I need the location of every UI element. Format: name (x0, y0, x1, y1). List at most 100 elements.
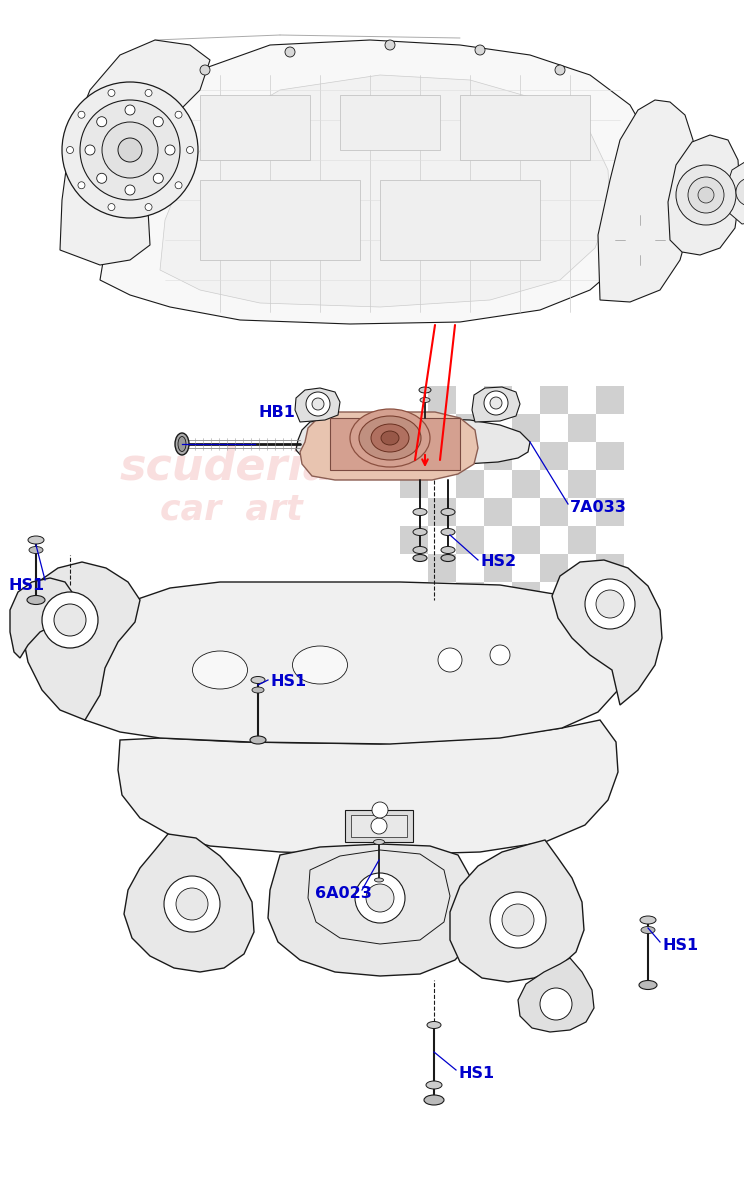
Circle shape (175, 112, 182, 119)
Bar (428, 554, 456, 582)
Circle shape (125, 185, 135, 194)
Circle shape (85, 145, 95, 155)
Bar (540, 386, 568, 414)
Text: scuderia: scuderia (120, 446, 334, 490)
Ellipse shape (250, 736, 266, 744)
Circle shape (490, 646, 510, 665)
Bar (596, 554, 624, 582)
Ellipse shape (373, 840, 385, 845)
Polygon shape (82, 582, 625, 744)
Polygon shape (22, 562, 140, 720)
Circle shape (372, 802, 388, 818)
Polygon shape (268, 844, 478, 976)
Ellipse shape (193, 650, 248, 689)
Ellipse shape (413, 546, 427, 553)
Polygon shape (118, 720, 618, 854)
Bar (540, 498, 568, 526)
Ellipse shape (251, 677, 265, 684)
Circle shape (306, 392, 330, 416)
Circle shape (97, 173, 106, 184)
Ellipse shape (359, 416, 421, 460)
Bar (456, 414, 484, 442)
Bar (456, 526, 484, 554)
Polygon shape (100, 40, 655, 324)
Circle shape (66, 146, 74, 154)
Ellipse shape (413, 528, 427, 535)
Ellipse shape (441, 554, 455, 562)
Text: 6A023: 6A023 (315, 887, 372, 901)
Ellipse shape (424, 1094, 444, 1105)
Circle shape (490, 892, 546, 948)
Circle shape (108, 90, 115, 96)
Polygon shape (295, 388, 340, 422)
Text: HB1: HB1 (258, 404, 295, 420)
Circle shape (200, 65, 210, 74)
Circle shape (688, 176, 724, 214)
Ellipse shape (641, 926, 655, 934)
Bar (400, 414, 428, 442)
Circle shape (153, 116, 163, 127)
Circle shape (125, 104, 135, 115)
Ellipse shape (427, 1021, 441, 1028)
Ellipse shape (350, 409, 430, 467)
Bar (596, 442, 624, 470)
Circle shape (502, 904, 534, 936)
Bar (512, 414, 540, 442)
Circle shape (555, 65, 565, 74)
Circle shape (97, 116, 106, 127)
Bar (456, 582, 484, 610)
Bar (456, 470, 484, 498)
Bar (484, 498, 512, 526)
Polygon shape (308, 850, 450, 944)
Ellipse shape (28, 536, 44, 544)
Ellipse shape (413, 554, 427, 562)
Circle shape (596, 590, 624, 618)
Ellipse shape (27, 595, 45, 605)
Ellipse shape (639, 980, 657, 990)
Bar (400, 526, 428, 554)
Ellipse shape (178, 437, 186, 451)
Bar (568, 526, 596, 554)
Ellipse shape (371, 424, 409, 452)
Bar (380, 180, 540, 260)
Text: 7A033: 7A033 (570, 500, 627, 516)
Ellipse shape (441, 509, 455, 516)
Bar (428, 386, 456, 414)
Ellipse shape (426, 1081, 442, 1090)
Bar (484, 386, 512, 414)
Circle shape (355, 874, 405, 923)
Bar (484, 442, 512, 470)
Ellipse shape (413, 509, 427, 516)
Polygon shape (296, 418, 530, 464)
Circle shape (312, 398, 324, 410)
Polygon shape (598, 100, 695, 302)
Ellipse shape (420, 397, 430, 402)
Ellipse shape (374, 878, 383, 882)
Polygon shape (160, 74, 610, 307)
Bar (428, 442, 456, 470)
Bar (330, 418, 460, 470)
Circle shape (108, 204, 115, 210)
Ellipse shape (252, 686, 264, 692)
Polygon shape (450, 840, 584, 982)
Circle shape (285, 47, 295, 56)
Polygon shape (472, 386, 520, 422)
Ellipse shape (381, 431, 399, 445)
Polygon shape (668, 134, 740, 254)
Circle shape (540, 988, 572, 1020)
Ellipse shape (175, 433, 189, 455)
Bar (345, 810, 413, 842)
Bar (596, 386, 624, 414)
Text: HS1: HS1 (8, 578, 44, 594)
Bar (568, 582, 596, 610)
Circle shape (736, 178, 744, 206)
Bar (540, 442, 568, 470)
Bar (340, 95, 440, 150)
Bar (484, 554, 512, 582)
Bar (512, 470, 540, 498)
Text: HS1: HS1 (662, 937, 698, 953)
Polygon shape (300, 412, 478, 480)
Polygon shape (124, 834, 254, 972)
Ellipse shape (29, 546, 43, 553)
Bar (512, 582, 540, 610)
